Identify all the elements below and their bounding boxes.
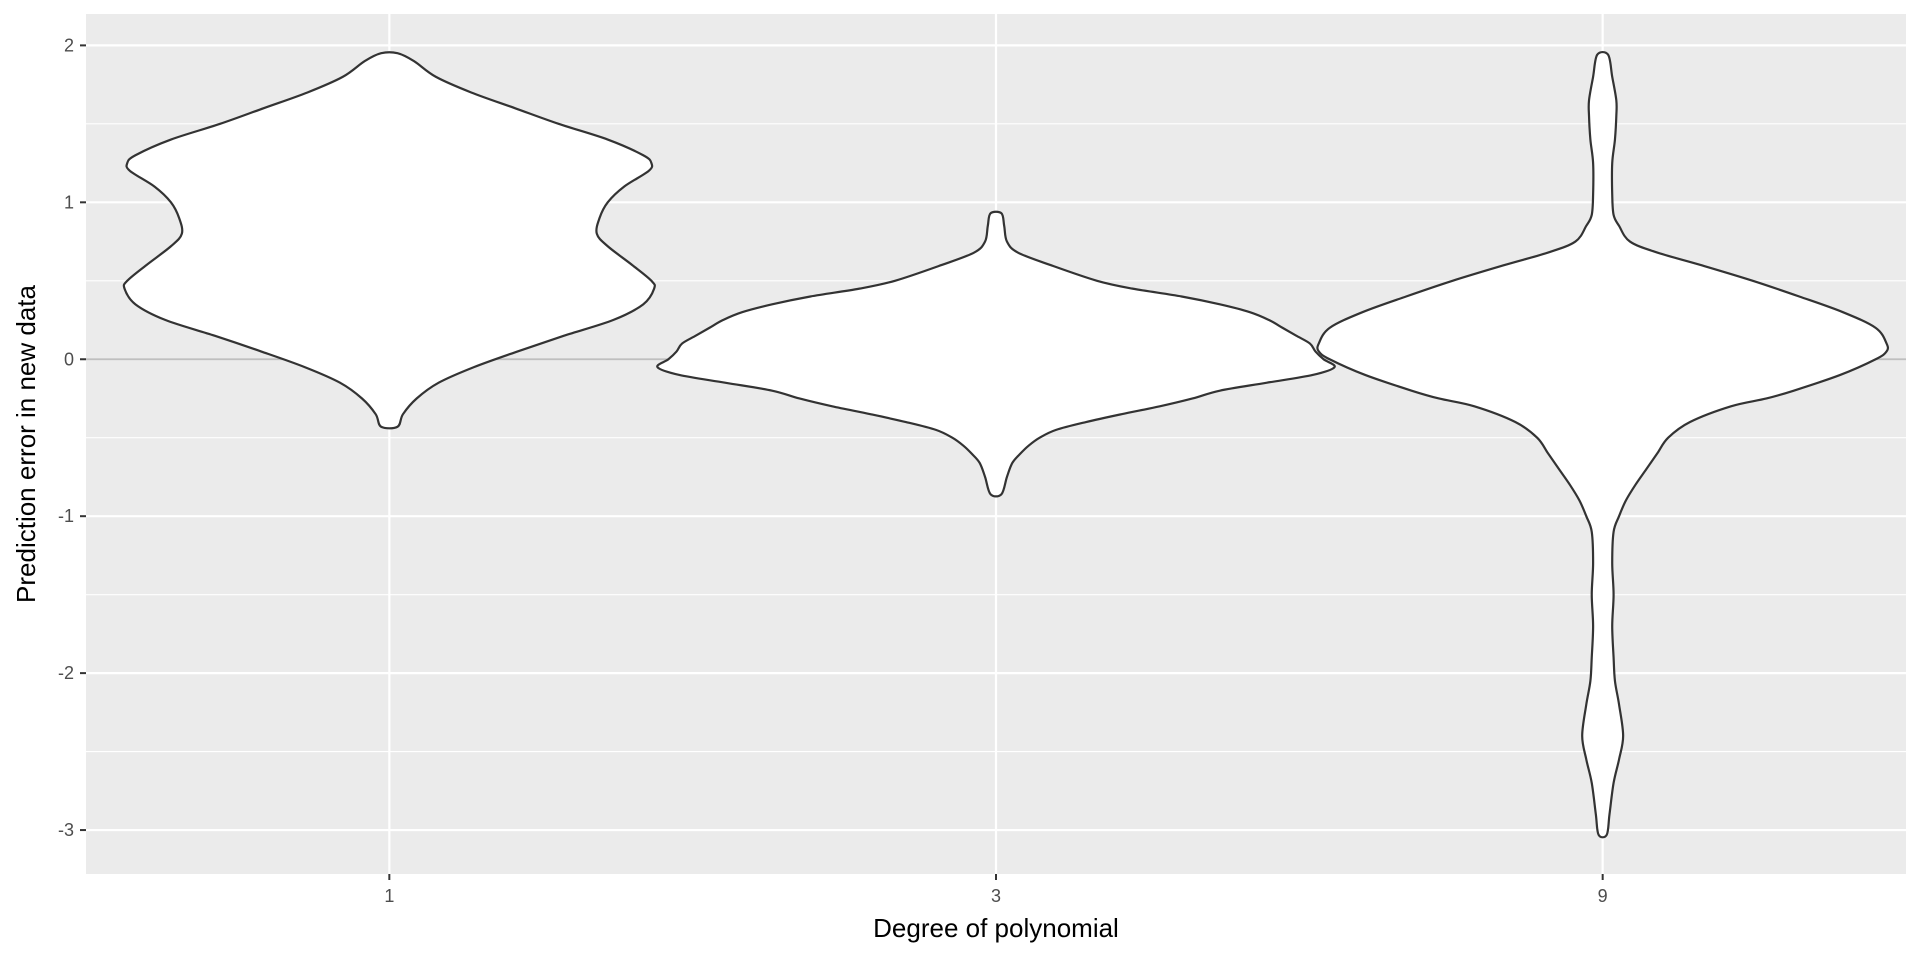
y-tick-label: 0 (64, 349, 74, 369)
y-axis-title: Prediction error in new data (11, 284, 41, 602)
y-axis: 2 1 0 -1 -2 -3 (58, 35, 86, 840)
x-tick-label: 3 (991, 886, 1001, 906)
x-axis-title: Degree of polynomial (873, 913, 1119, 943)
y-tick-label: -1 (58, 506, 74, 526)
y-tick-label: 1 (64, 192, 74, 212)
x-tick-label: 9 (1598, 886, 1608, 906)
y-tick-label: 2 (64, 35, 74, 55)
x-axis: 1 3 9 (384, 874, 1608, 906)
y-tick-label: -2 (58, 663, 74, 683)
violin-degree-3 (656, 210, 1336, 498)
x-tick-label: 1 (384, 886, 394, 906)
y-tick-label: -3 (58, 820, 74, 840)
violins (122, 50, 1890, 839)
violin-degree-9 (1316, 50, 1890, 839)
violin-degree-1 (122, 51, 656, 430)
